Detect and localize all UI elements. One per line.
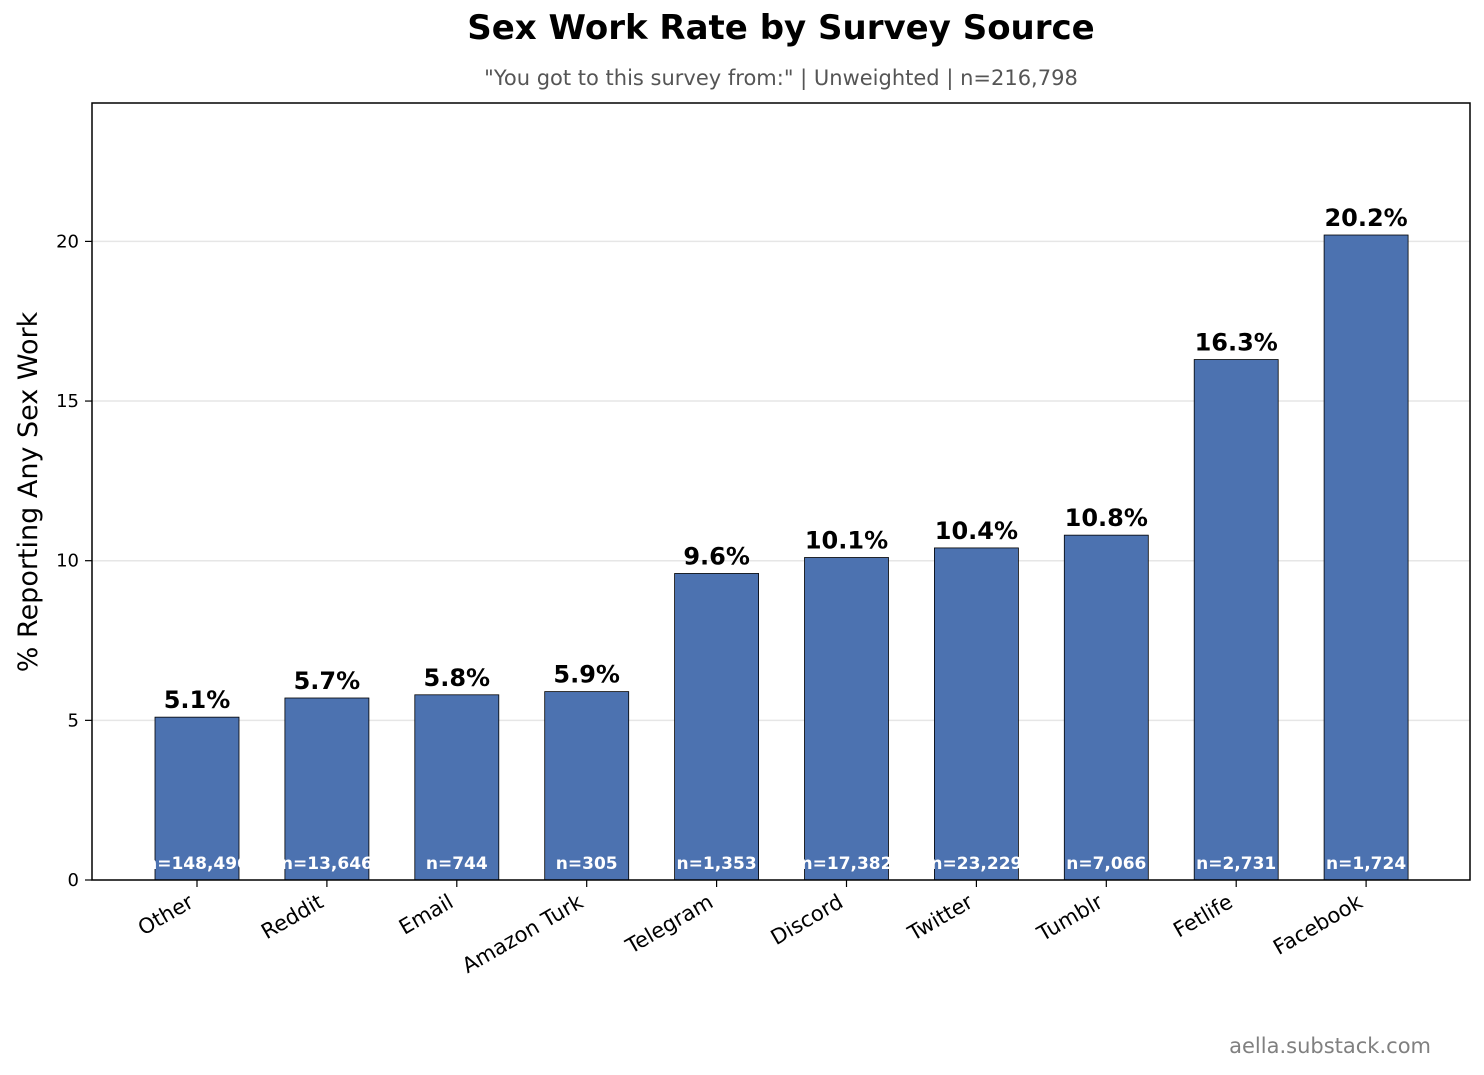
x-axis-ticks: Other Reddit Email Amazon Turk Telegram Disco… (134, 880, 1367, 978)
chart-title: Sex Work Rate by Survey Source (467, 8, 1095, 48)
x-tick-label: Tumblr (1032, 889, 1107, 946)
bar (804, 557, 889, 881)
bar-value-label: 10.4% (935, 517, 1018, 545)
bar-value-label: 5.7% (294, 667, 361, 695)
y-tick-label: 15 (56, 391, 79, 412)
y-tick-label: 20 (56, 231, 79, 252)
bar (674, 573, 759, 881)
x-tick-label: Email (395, 890, 457, 940)
chart-subtitle: "You got to this survey from:" | Unweigh… (484, 66, 1078, 90)
bar-value-label: 16.3% (1195, 329, 1278, 357)
bar-value-label: 5.1% (164, 686, 231, 714)
x-tick-label: Facebook (1269, 889, 1367, 960)
bar (544, 691, 630, 881)
x-tick-label: Discord (767, 890, 847, 950)
bar-value-label: 5.8% (424, 664, 491, 692)
plot-frame (91, 102, 1471, 881)
bar-value-label: 10.8% (1065, 504, 1148, 532)
x-tick-label: Twitter (903, 889, 977, 946)
bar-n-label: n=2,731 (1196, 854, 1276, 874)
bar-n-label: n=23,229 (930, 854, 1022, 874)
x-tick-label: Other (134, 889, 198, 940)
y-tick-label: 0 (68, 870, 79, 891)
n-labels: n=148,496 n=13,646 n=744 n=305 n=1,353 n=17,3… (145, 854, 1406, 874)
x-tick-label: Reddit (257, 890, 327, 944)
bar-n-label: n=744 (426, 854, 488, 874)
bar (284, 697, 370, 881)
y-axis-ticks: 0 5 10 15 20 (56, 231, 92, 891)
bar-n-label: n=1,724 (1326, 854, 1406, 874)
bar-n-label: n=7,066 (1066, 854, 1146, 874)
x-tick-label: Fetlife (1169, 890, 1236, 943)
y-tick-label: 5 (68, 710, 79, 731)
bar (1323, 234, 1409, 881)
x-tick-label: Amazon Turk (458, 889, 588, 978)
value-labels: 5.1% 5.7% 5.8% 5.9% 9.6% 10.1% 10.4% 10.8% 16.3%… (164, 204, 1408, 714)
bars (154, 234, 1409, 881)
credit-text: aella.substack.com (1229, 1034, 1431, 1058)
bar (1063, 534, 1149, 881)
y-tick-label: 10 (56, 551, 79, 572)
bar-value-label: 20.2% (1324, 204, 1407, 232)
x-tick-label: Telegram (621, 890, 717, 959)
bar-value-label: 10.1% (805, 527, 888, 555)
bar-value-label: 5.9% (553, 661, 620, 689)
y-axis-label: % Reporting Any Sex Work (13, 311, 44, 672)
bar-n-label: n=305 (556, 854, 618, 874)
bar (934, 547, 1019, 881)
bar-n-label: n=13,646 (281, 854, 373, 874)
bar (414, 694, 500, 881)
bar (1193, 359, 1279, 881)
bar (154, 716, 240, 881)
bar-n-label: n=17,382 (801, 854, 893, 874)
bar-n-label: n=1,353 (677, 854, 757, 874)
bar-value-label: 9.6% (683, 542, 750, 570)
bar-n-label: n=148,496 (145, 854, 249, 874)
